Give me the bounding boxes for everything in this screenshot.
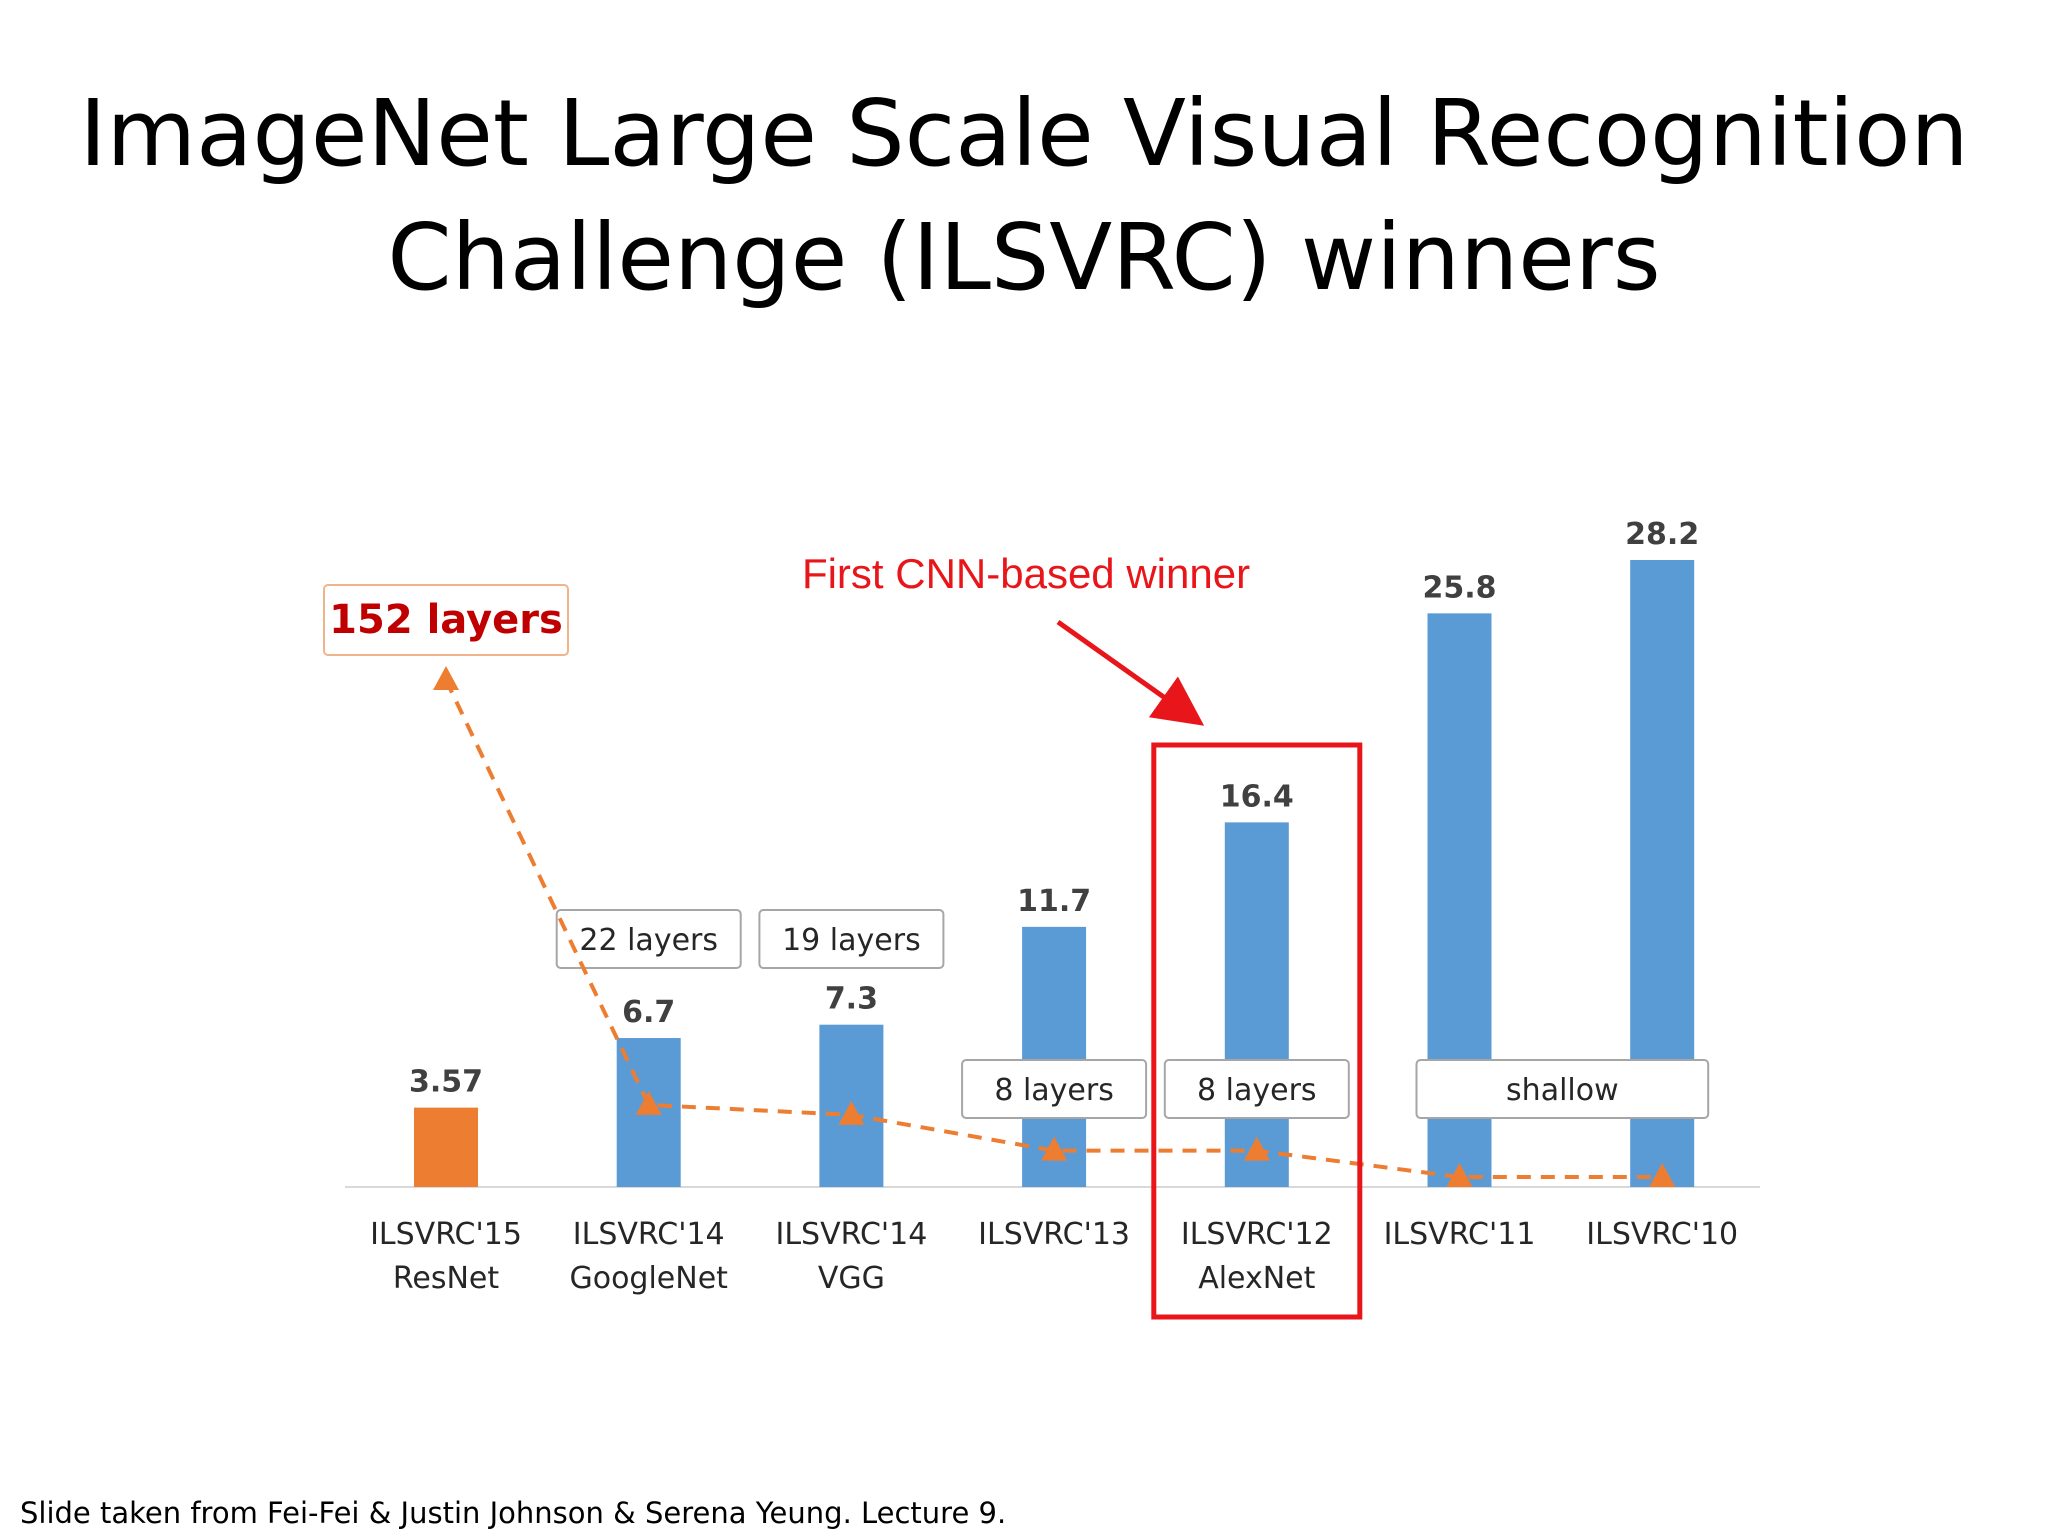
- value-label-2: 7.3: [825, 982, 878, 1017]
- layer-box-0: [323, 584, 569, 656]
- depth-marker-6: [1649, 1163, 1676, 1187]
- depth-marker-2: [838, 1100, 865, 1125]
- layer-box-2: [758, 909, 945, 969]
- depth-marker-0: [433, 666, 459, 690]
- value-label-6: 28.2: [1625, 517, 1699, 552]
- value-label-3: 11.7: [1017, 884, 1091, 919]
- highlight-box-alexnet: [1151, 742, 1363, 1320]
- layer-box-3: [961, 1059, 1148, 1119]
- depth-marker-1: [635, 1090, 662, 1115]
- depth-marker-5: [1446, 1163, 1473, 1187]
- layer-label-0: 152 layers: [329, 597, 563, 643]
- category-sublabel-2: VGG: [818, 1261, 885, 1296]
- category-label-3: ILSVRC'13: [978, 1217, 1130, 1252]
- layer-label-3: 8 layers: [994, 1073, 1114, 1108]
- value-label-5: 25.8: [1422, 570, 1496, 605]
- layer-label-4: 8 layers: [1197, 1073, 1317, 1108]
- category-sublabel-4: AlexNet: [1198, 1261, 1315, 1296]
- bar-4: [1224, 822, 1289, 1187]
- layer-label-5: shallow: [1506, 1073, 1619, 1108]
- value-label-4: 16.4: [1220, 779, 1294, 814]
- category-label-1: ILSVRC'14: [573, 1217, 725, 1252]
- bar-0: [414, 1107, 478, 1187]
- category-sublabel-0: ResNet: [393, 1261, 499, 1296]
- layer-box-4: [1163, 1059, 1350, 1119]
- value-label-0: 3.57: [409, 1065, 483, 1100]
- slide-caption: Slide taken from Fei-Fei & Justin Johnso…: [20, 1496, 1007, 1530]
- annotation-text: First CNN-based winner: [802, 550, 1250, 597]
- depth-marker-3: [1041, 1136, 1068, 1161]
- category-label-4: ILSVRC'12: [1181, 1217, 1333, 1252]
- category-sublabel-1: GoogleNet: [569, 1261, 728, 1296]
- category-label-5: ILSVRC'11: [1384, 1217, 1536, 1252]
- layer-label-2: 19 layers: [782, 923, 921, 958]
- title-line-2: Challenge (ILSVRC) winners: [387, 204, 1661, 311]
- layer-label-1: 22 layers: [579, 923, 718, 958]
- title-line-1: ImageNet Large Scale Visual Recognition: [79, 80, 1969, 187]
- slide-title: ImageNet Large Scale Visual Recognition …: [0, 72, 2048, 320]
- category-label-2: ILSVRC'14: [775, 1217, 927, 1252]
- layer-box-5: [1415, 1059, 1710, 1119]
- depth-marker-4: [1243, 1136, 1270, 1161]
- category-label-6: ILSVRC'10: [1586, 1217, 1738, 1252]
- value-label-1: 6.7: [622, 995, 675, 1030]
- category-label-0: ILSVRC'15: [370, 1217, 522, 1252]
- annotation-arrow: [1056, 619, 1205, 726]
- layer-box-1: [555, 909, 742, 969]
